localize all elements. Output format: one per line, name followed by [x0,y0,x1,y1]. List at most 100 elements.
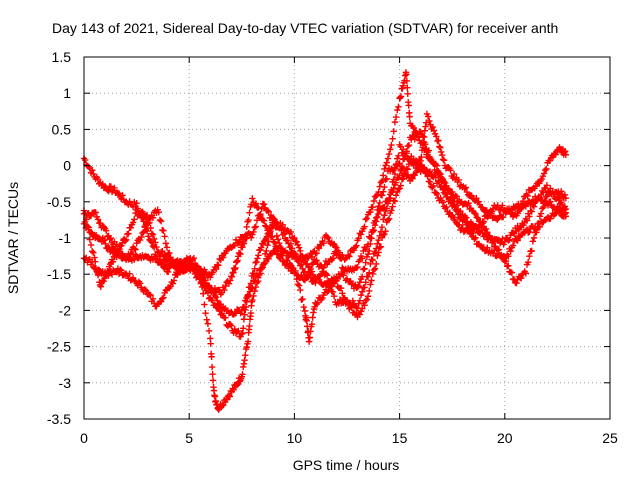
data-point [344,251,352,259]
data-point [140,210,147,217]
data-point [501,258,508,265]
data-point [131,245,138,252]
y-tick-label: 0.5 [52,121,72,137]
data-point [267,251,275,258]
data-point [395,152,402,159]
data-point [456,221,463,229]
data-point [308,253,316,261]
data-point [166,249,173,257]
data-point [347,303,354,310]
data-point [258,205,265,213]
data-point [402,72,409,79]
data-point [540,189,547,196]
data-point [433,133,440,140]
data-point [318,262,325,270]
data-point [339,290,346,297]
data-point [293,238,300,246]
data-point [208,363,216,371]
data-point [343,298,351,305]
data-point [157,217,165,225]
data-point [402,170,409,177]
data-point [375,236,382,244]
data-point [473,214,480,221]
data-point [557,188,565,195]
data-point [358,288,366,295]
data-point [260,217,268,224]
data-point [329,255,337,262]
y-tick-label: -3.5 [47,411,71,427]
data-point [369,270,376,278]
data-point [455,176,462,184]
data-point [422,123,429,130]
data-point [263,223,270,230]
data-point [230,386,237,393]
data-point [254,274,262,281]
data-point [513,279,520,287]
data-point [203,316,210,323]
data-point [255,252,262,259]
data-point [242,352,249,359]
data-point [430,127,438,134]
data-point [491,247,498,254]
data-point [554,203,561,210]
data-point [371,265,379,272]
data-point [330,292,338,300]
data-point [250,228,257,236]
data-point [403,71,410,78]
y-tick-label: -3 [59,375,72,391]
data-point [415,133,422,141]
data-point [244,293,251,301]
data-point [140,228,147,236]
data-point [102,240,109,247]
data-point [440,178,448,185]
data-point [156,216,164,224]
data-point [361,302,368,309]
data-point [528,247,535,255]
data-point [346,253,353,260]
data-point [429,123,436,131]
data-point [131,256,138,263]
data-point [241,356,248,364]
data-point [207,274,214,281]
data-point [440,157,448,164]
data-point [551,210,559,218]
y-tick-label: 1.5 [52,49,72,65]
data-point [395,103,402,110]
data-point [399,164,407,172]
data-point [136,280,144,287]
data-point [357,231,365,238]
data-point [387,195,394,202]
data-point [251,278,258,285]
data-point [506,236,513,243]
data-point [377,243,385,250]
data-point [249,296,256,304]
data-point [254,204,262,212]
data-point [208,353,215,360]
data-point [388,186,395,194]
data-point [208,285,215,293]
data-point [454,211,462,218]
data-point [562,151,570,158]
data-point [279,221,286,229]
data-point [240,303,248,311]
data-point [417,157,424,164]
data-point [323,272,331,279]
data-point [356,311,364,318]
data-point [437,171,444,178]
data-point [325,234,332,242]
data-point [562,205,570,213]
data-point [216,255,223,263]
data-point [202,277,209,284]
data-point [562,194,570,202]
data-point [323,288,331,296]
data-point [290,265,297,272]
data-point [303,317,310,325]
data-point [475,198,482,205]
data-point [156,255,164,263]
data-point [349,297,357,304]
data-point [149,214,157,221]
data-point [221,250,228,257]
data-point [236,378,243,385]
data-point [385,215,393,223]
data-point [383,159,390,166]
